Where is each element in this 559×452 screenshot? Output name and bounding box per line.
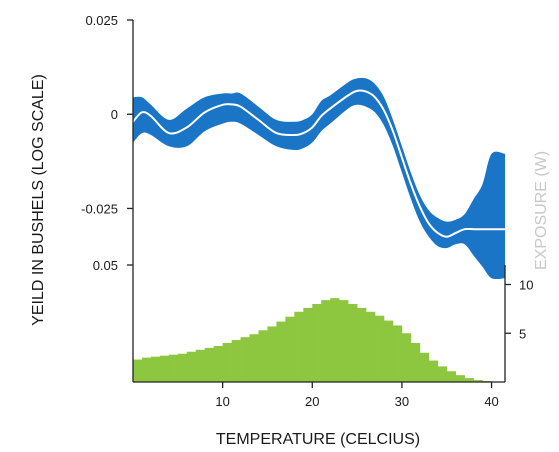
- histogram-bar: [294, 311, 304, 382]
- histogram-bar: [348, 304, 358, 382]
- histogram-bar: [383, 320, 394, 382]
- histogram-bar: [258, 330, 268, 382]
- histogram-bar: [150, 356, 161, 382]
- histogram-bar: [437, 366, 448, 382]
- right-y-axis-title: EXPOSURE (W): [533, 151, 550, 270]
- histogram-bar: [168, 354, 179, 382]
- histogram-bar: [366, 311, 376, 382]
- histogram-bar: [249, 334, 259, 382]
- x-tick-label: 10: [215, 394, 229, 409]
- histogram-bar: [321, 300, 331, 382]
- histogram-bar: [204, 347, 214, 383]
- histogram-bar: [240, 337, 250, 382]
- histogram-bar: [159, 355, 170, 382]
- confidence-band: [133, 77, 505, 280]
- histogram-bar: [428, 360, 439, 382]
- bottom-panel: [133, 298, 501, 383]
- histogram-bar: [464, 378, 474, 382]
- histogram-bar: [213, 345, 223, 382]
- histogram-bar: [285, 316, 295, 382]
- x-tick-label: 20: [305, 394, 319, 409]
- histogram-bar: [455, 375, 465, 382]
- histogram-bar: [267, 326, 277, 382]
- x-axis-title: TEMPERATURE (CELCIUS): [216, 431, 420, 448]
- histogram-bar: [133, 359, 143, 382]
- x-tick-label: 40: [484, 394, 498, 409]
- histogram-bar: [231, 340, 241, 382]
- x-tick-label: 30: [395, 394, 409, 409]
- histogram-bar: [392, 325, 403, 382]
- y-tick-label: 0.05: [93, 258, 118, 273]
- histogram-bar: [473, 380, 483, 382]
- histogram-bar: [186, 351, 197, 382]
- mean-line: [132, 89, 505, 238]
- histogram-bar: [177, 353, 188, 382]
- top-panel: [132, 77, 505, 280]
- y-axis-title: YEILD IN BUSHELS (LOG SCALE): [30, 74, 47, 326]
- histogram-bar: [375, 315, 385, 382]
- right-y-tick-label: 5: [519, 326, 526, 341]
- histogram-bar: [410, 343, 421, 382]
- histogram-bar: [419, 352, 430, 382]
- y-tick-label: 0.025: [85, 13, 118, 28]
- histogram-bar: [312, 304, 322, 382]
- histogram-bar: [141, 357, 152, 383]
- histogram-bar: [446, 371, 456, 382]
- axes: 0.025 0 -0.025 0.05 10 5 10 20 30 40: [81, 13, 533, 409]
- histogram-bar: [276, 321, 286, 382]
- right-y-tick-label: 10: [519, 278, 533, 293]
- histogram-bar: [303, 307, 313, 382]
- histogram-bar: [195, 349, 206, 382]
- histogram-bar: [330, 298, 340, 382]
- y-tick-label: 0: [111, 107, 118, 122]
- histogram-bar: [339, 300, 349, 382]
- histogram-bar: [222, 343, 232, 382]
- histogram-bar: [401, 333, 412, 382]
- y-tick-label: -0.025: [81, 201, 118, 216]
- histogram-bar: [357, 307, 367, 382]
